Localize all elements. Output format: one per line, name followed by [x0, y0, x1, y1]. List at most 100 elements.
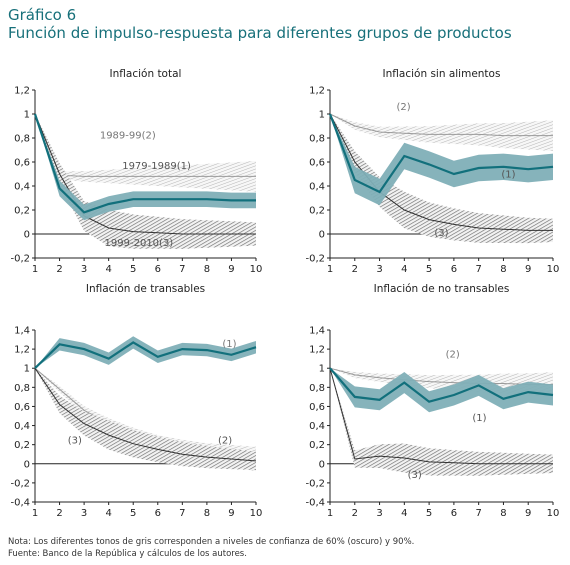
- x-tick-label: 7: [179, 264, 185, 275]
- y-tick-label: -0,4: [10, 498, 30, 509]
- x-tick-label: 10: [547, 508, 560, 519]
- x-tick-label: 2: [352, 508, 358, 519]
- series-annotation: 1989-99(2): [100, 131, 156, 142]
- x-tick-label: 4: [105, 508, 111, 519]
- panel-title: Inflación de no transables: [374, 283, 510, 295]
- series-annotation: (1): [501, 169, 515, 180]
- x-tick-label: 6: [155, 264, 161, 275]
- x-tick-label: 8: [500, 508, 506, 519]
- charts-canvas: Inflación total -0,2 0 0,2 0,4 0,6 0,8 1 1,2 1 2 3 4…: [10, 68, 559, 519]
- series-line-3: [34, 367, 257, 462]
- y-tick-label: 0: [24, 459, 30, 470]
- confidence-band-3: [330, 114, 553, 244]
- y-tick-label: -0,2: [10, 254, 30, 265]
- chart-panel-inflacion-de-no-transables: Inflación de no transables -0,4 -0,2 0 0,2 0,…: [305, 283, 559, 519]
- confidence-band-2: [330, 114, 553, 151]
- x-tick-label: 5: [426, 264, 432, 275]
- y-tick-label: 0,2: [14, 206, 30, 217]
- series-line-1: [329, 367, 554, 403]
- x-tick-label: 5: [130, 508, 136, 519]
- x-tick-label: 2: [352, 264, 358, 275]
- series-annotation: (3): [408, 470, 422, 481]
- y-tick-label: 0: [319, 230, 325, 241]
- x-tick-label: 10: [250, 264, 263, 275]
- panel-title: Inflación de transables: [86, 283, 205, 295]
- x-tick-label: 2: [56, 264, 62, 275]
- x-tick-label: 4: [105, 264, 111, 275]
- x-tick-label: 10: [250, 508, 263, 519]
- x-tick-label: 9: [228, 508, 234, 519]
- y-tick-label: 1: [24, 364, 30, 375]
- y-tick-label: 0,6: [309, 402, 325, 413]
- chart-panel-inflacion-total: Inflación total -0,2 0 0,2 0,4 0,6 0,8 1 1,2 1 2 3 4…: [10, 68, 262, 275]
- series-annotation: (2): [218, 436, 232, 447]
- y-tick-label: 0,2: [309, 206, 325, 217]
- y-tick-label: 0,6: [14, 158, 30, 169]
- x-tick-label: 6: [155, 508, 161, 519]
- panel-title: Inflación total: [110, 68, 182, 80]
- series-annotation: (1): [472, 413, 486, 424]
- confidence-band-3: [35, 368, 256, 471]
- chart-panel-inflacion-sin-alimentos: Inflación sin alimentos -0,2 0 0,2 0,4 0,6 0,8…: [305, 68, 559, 275]
- x-tick-label: 2: [56, 508, 62, 519]
- series-annotation: (2): [397, 102, 411, 113]
- x-tick-label: 4: [401, 264, 407, 275]
- y-tick-label: 1: [24, 110, 30, 121]
- figure-source: Fuente: Banco de la República y cálculos…: [8, 549, 247, 559]
- x-tick-label: 6: [451, 508, 457, 519]
- y-tick-label: -0,2: [305, 478, 325, 489]
- confidence-band-1: [330, 368, 553, 413]
- y-tick-label: 0,4: [309, 182, 325, 193]
- y-tick-label: 0,2: [309, 440, 325, 451]
- confidence-band-3: [330, 368, 553, 476]
- y-tick-label: 0,4: [309, 421, 325, 432]
- confidence-band-1989-99-2: [35, 114, 256, 192]
- x-tick-label: 3: [81, 264, 87, 275]
- x-tick-label: 9: [525, 264, 531, 275]
- y-tick-label: 0: [319, 459, 325, 470]
- x-tick-label: 8: [204, 264, 210, 275]
- x-tick-label: 8: [204, 508, 210, 519]
- x-tick-label: 7: [179, 508, 185, 519]
- series-annotation: (2): [446, 350, 460, 361]
- series-line-1989-99-2: [34, 113, 256, 177]
- y-tick-label: 1,4: [309, 326, 325, 337]
- x-tick-label: 5: [426, 508, 432, 519]
- series-line-2: [329, 367, 553, 385]
- x-tick-label: 7: [475, 264, 481, 275]
- y-tick-label: -0,2: [305, 254, 325, 265]
- y-tick-label: 0: [24, 230, 30, 241]
- y-tick-label: 0,8: [309, 134, 325, 145]
- x-tick-label: 3: [376, 264, 382, 275]
- x-tick-label: 1: [32, 508, 38, 519]
- x-tick-label: 10: [547, 264, 560, 275]
- y-tick-label: -0,4: [305, 498, 325, 509]
- y-tick-label: 0,8: [14, 134, 30, 145]
- y-tick-label: 0,4: [14, 182, 30, 193]
- y-tick-label: 0,8: [309, 383, 325, 394]
- figure-subtitle: Función de impulso-respuesta para difere…: [8, 24, 512, 42]
- confidence-band-1: [35, 336, 256, 369]
- x-tick-label: 7: [475, 508, 481, 519]
- series-annotation: (3): [68, 436, 82, 447]
- x-tick-label: 3: [81, 508, 87, 519]
- confidence-band-1979-1989-1: [35, 114, 256, 221]
- y-tick-label: 0,6: [309, 158, 325, 169]
- y-tick-label: 0,8: [14, 383, 30, 394]
- series-annotation: 1999-2010(3): [105, 238, 174, 249]
- series-line-3: [329, 368, 553, 465]
- series-annotation: (1): [222, 339, 236, 350]
- panel-title: Inflación sin alimentos: [383, 68, 501, 80]
- x-tick-label: 1: [32, 264, 38, 275]
- figure-title: Gráfico 6: [8, 6, 77, 24]
- x-tick-label: 1: [327, 264, 333, 275]
- x-tick-label: 8: [500, 264, 506, 275]
- x-tick-label: 9: [525, 508, 531, 519]
- y-tick-label: 1,4: [14, 326, 30, 337]
- y-tick-label: 1,2: [14, 86, 30, 97]
- y-tick-label: 1,2: [309, 345, 325, 356]
- y-tick-label: 1,2: [14, 345, 30, 356]
- series-annotation: (3): [434, 228, 448, 239]
- chart-panel-inflacion-de-transables: Inflación de transables -0,4 -0,2 0 0,2 0,4 0,…: [10, 283, 262, 519]
- y-tick-label: 1,2: [309, 86, 325, 97]
